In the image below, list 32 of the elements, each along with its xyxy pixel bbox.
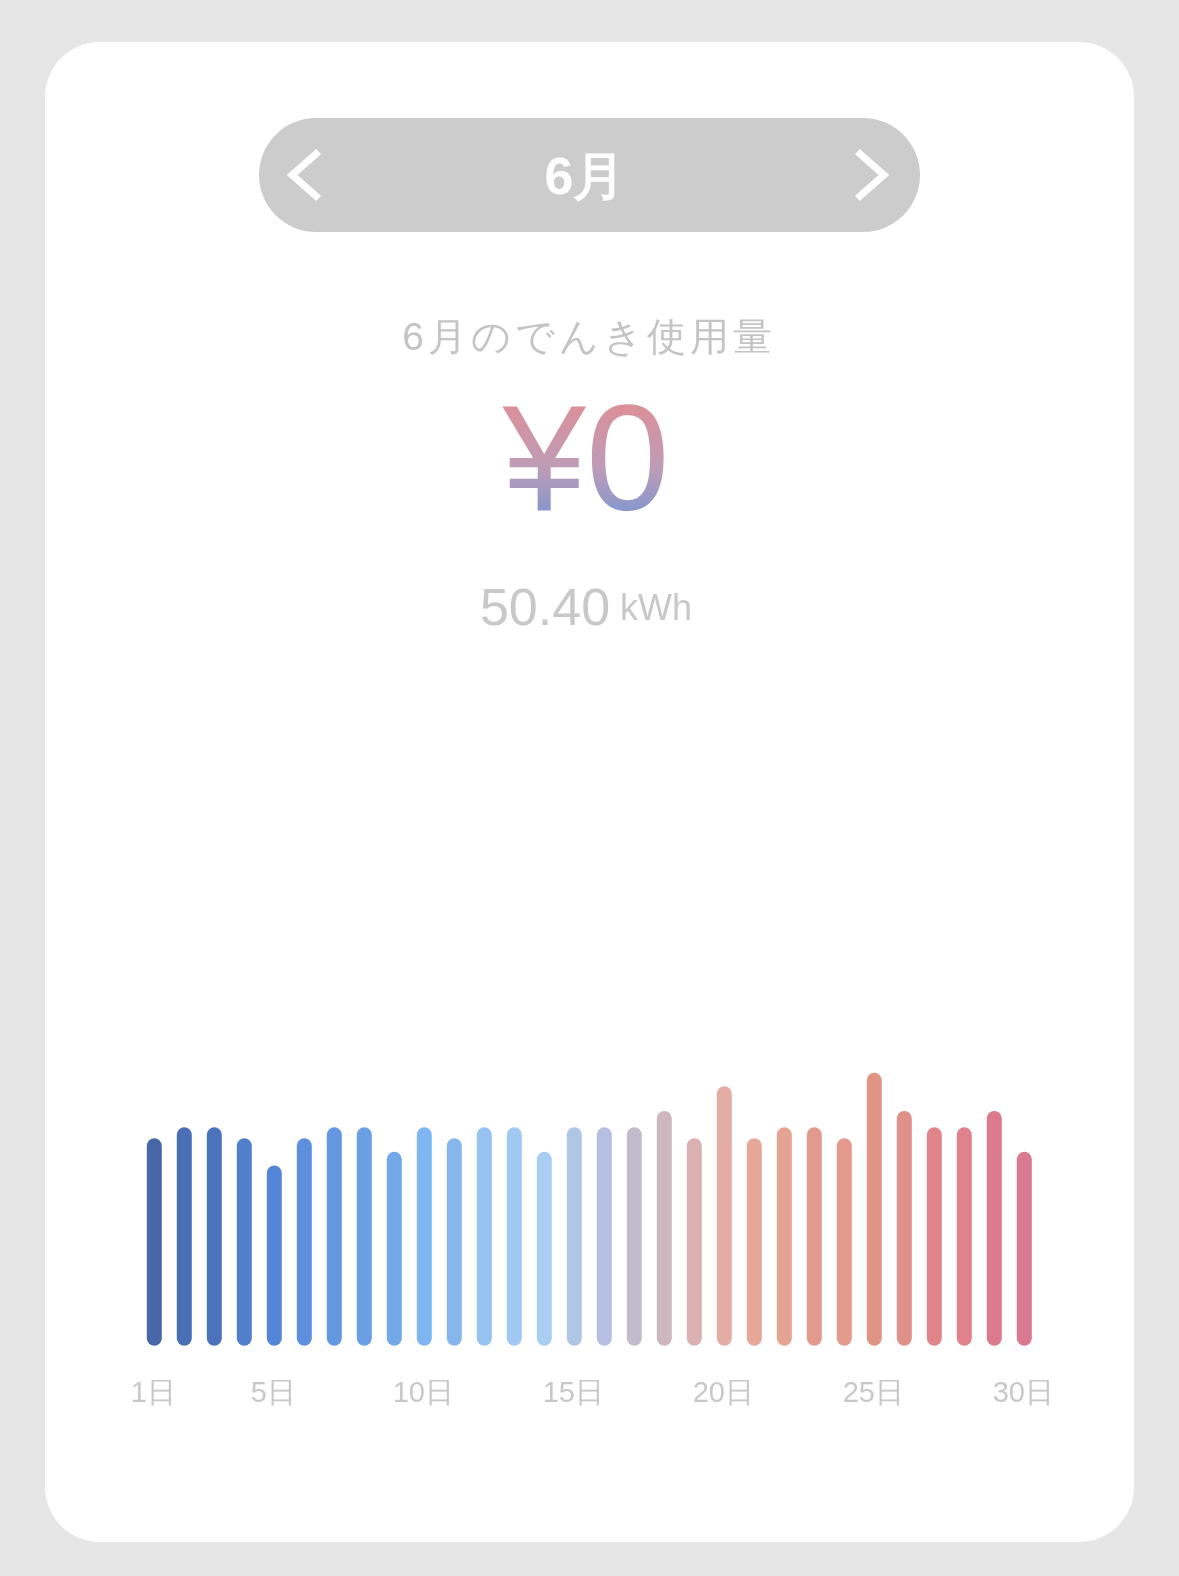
bar: [626, 1127, 642, 1346]
bar: [266, 1165, 282, 1346]
bar: [356, 1127, 372, 1346]
bar: [986, 1110, 1002, 1346]
bar: [506, 1127, 522, 1346]
bar: [1016, 1151, 1032, 1346]
bar: [596, 1127, 612, 1346]
bar: [806, 1127, 822, 1346]
bar: [176, 1127, 192, 1346]
chart-subtitle: 6月のでんき使用量: [402, 314, 776, 358]
bar: [656, 1110, 672, 1346]
bar: [716, 1086, 732, 1346]
bar: [326, 1127, 342, 1346]
bar: [416, 1127, 432, 1346]
bar: [386, 1151, 402, 1346]
bar: [896, 1110, 912, 1346]
bar: [956, 1127, 972, 1346]
bar: [296, 1138, 312, 1346]
bar: [446, 1138, 462, 1346]
bar: [236, 1138, 252, 1346]
bar: [686, 1138, 702, 1346]
bar: [866, 1072, 882, 1346]
text: ¥0: [501, 374, 670, 542]
bar: [146, 1138, 162, 1346]
bar: [836, 1138, 852, 1346]
bar: [746, 1138, 762, 1346]
bar: [566, 1127, 582, 1346]
bar: [536, 1151, 552, 1346]
bar: [776, 1127, 792, 1346]
bar: [206, 1127, 222, 1346]
bar: [926, 1127, 942, 1346]
bar: [476, 1127, 492, 1346]
